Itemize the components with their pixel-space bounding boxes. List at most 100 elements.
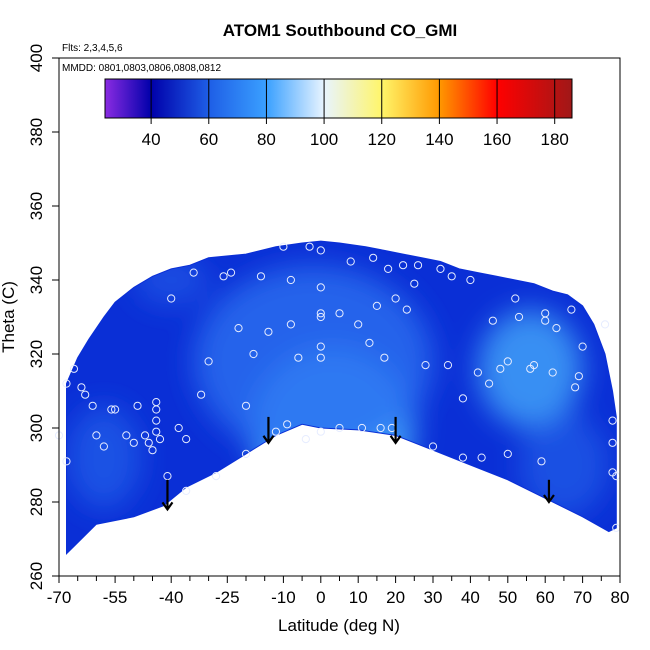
- down-arrow-icon: [543, 479, 555, 504]
- x-tick-label: -10: [271, 588, 296, 607]
- sample-point: [316, 246, 325, 255]
- colorbar-tick-label: 140: [425, 130, 453, 149]
- x-tick-label: 20: [386, 588, 405, 607]
- sample-point: [264, 327, 273, 336]
- sample-point: [346, 257, 355, 266]
- x-tick-label: 30: [424, 588, 443, 607]
- sample-point: [608, 438, 617, 447]
- x-tick-label: 80: [611, 588, 630, 607]
- sample-point: [241, 449, 251, 458]
- colorbar-tick-label: 120: [368, 130, 396, 149]
- sample-point: [294, 353, 303, 362]
- x-tick-label: 40: [461, 588, 480, 607]
- sample-point: [410, 279, 419, 288]
- field-blob: [477, 309, 583, 428]
- sample-point: [541, 316, 550, 325]
- sample-point: [413, 261, 423, 270]
- flights-annotation: Flts: 2,3,4,5,6: [62, 43, 123, 54]
- field-blob: [193, 265, 433, 458]
- arrows-layer: [161, 416, 555, 512]
- sample-point: [578, 342, 587, 351]
- sample-point: [163, 472, 172, 481]
- sample-point: [402, 305, 411, 314]
- x-tick-label: -40: [159, 588, 184, 607]
- sample-point: [473, 368, 482, 377]
- sample-point: [211, 472, 221, 481]
- sample-point: [152, 427, 161, 436]
- sample-point: [152, 416, 161, 425]
- down-arrow-icon: [389, 416, 402, 445]
- sample-point: [384, 264, 393, 273]
- sample-point: [458, 453, 468, 462]
- sample-point: [99, 442, 108, 451]
- sample-point: [133, 401, 142, 410]
- down-arrow-icon: [161, 479, 174, 512]
- sample-point: [571, 383, 580, 392]
- sample-point: [316, 283, 325, 292]
- sample-point: [155, 435, 165, 444]
- sample-point: [182, 486, 191, 495]
- sample-point: [69, 364, 79, 373]
- x-tick-label: 70: [573, 588, 592, 607]
- sample-point: [226, 268, 236, 277]
- sample-point: [316, 427, 325, 436]
- sample-point: [548, 368, 557, 377]
- sample-point: [496, 364, 505, 373]
- sample-point: [167, 294, 176, 303]
- sample-point: [421, 361, 430, 370]
- sample-point: [271, 427, 281, 436]
- sample-point: [447, 272, 456, 281]
- sample-point: [305, 242, 314, 251]
- colorbar-tick-label: 100: [310, 130, 338, 149]
- sample-point: [511, 294, 520, 303]
- sample-point: [608, 416, 617, 425]
- colorbar-tick-label: 60: [199, 130, 218, 149]
- arrow-head: [389, 435, 402, 445]
- sample-point: [485, 379, 494, 388]
- y-tick-label: 280: [27, 488, 46, 516]
- sample-point: [286, 320, 295, 329]
- y-tick-label: 340: [27, 266, 46, 294]
- sample-point: [197, 390, 206, 399]
- chart-title: ATOM1 Southbound CO_GMI: [223, 21, 458, 40]
- sample-point: [477, 453, 486, 462]
- sample-point: [286, 275, 295, 285]
- colorbar-ticks: 40 60 80 100 120 140 160 180: [142, 79, 569, 149]
- sample-point: [567, 305, 576, 314]
- sample-point: [88, 401, 97, 410]
- y-tick-label: 400: [27, 44, 46, 72]
- sample-point: [537, 457, 546, 466]
- colorbar: [104, 78, 573, 119]
- arrow-head: [543, 494, 555, 504]
- sample-point: [219, 272, 228, 281]
- sample-point: [488, 316, 497, 325]
- sample-point: [466, 275, 475, 285]
- colorbar-tick-label: 80: [257, 130, 276, 149]
- x-axis-label: Latitude (deg N): [278, 616, 400, 635]
- sample-point: [443, 361, 453, 370]
- y-tick-label: 300: [27, 414, 46, 442]
- y-axis-label: Theta (C): [0, 281, 18, 353]
- field-layer: [66, 241, 617, 554]
- y-tick-label: 380: [27, 118, 46, 146]
- sample-point: [301, 435, 310, 444]
- sample-point: [92, 431, 101, 440]
- sample-point: [107, 405, 116, 414]
- y-tick-label: 260: [27, 562, 46, 590]
- field-outline: [66, 240, 617, 555]
- sample-point: [152, 398, 161, 407]
- sample-point: [316, 353, 325, 362]
- x-tick-label: 50: [498, 588, 517, 607]
- sample-point: [458, 394, 468, 403]
- sample-point: [241, 401, 251, 410]
- sample-point: [503, 357, 512, 366]
- sample-point: [574, 372, 583, 381]
- sample-point: [122, 431, 131, 440]
- field-blob: [66, 405, 142, 510]
- y-tick-label: 360: [27, 192, 46, 220]
- sample-point: [62, 379, 71, 388]
- sample-point: [514, 312, 524, 322]
- sample-point: [81, 390, 90, 399]
- sample-point: [204, 357, 213, 366]
